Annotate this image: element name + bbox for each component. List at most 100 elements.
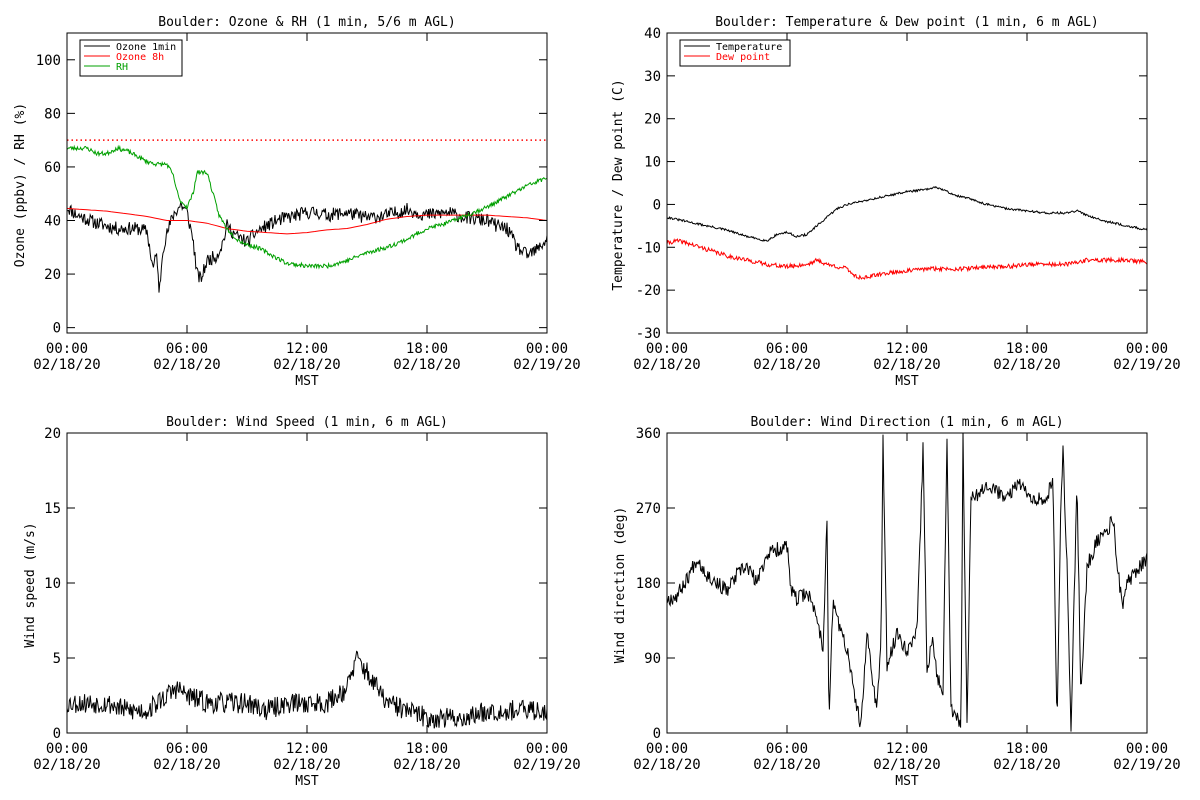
y-tick-label: 15: [44, 501, 61, 517]
x-tick-date: 02/18/20: [633, 757, 700, 773]
y-tick-label: 0: [53, 726, 61, 742]
temp-dew-plot: -30-20-1001020304000:0002/18/2006:0002/1…: [633, 26, 1180, 373]
series-line-2: [67, 144, 547, 270]
y-tick-label: 40: [44, 214, 61, 230]
x-tick-date: 02/18/20: [273, 357, 340, 373]
x-tick-date: 02/18/20: [633, 357, 700, 373]
x-tick-time: 00:00: [1126, 341, 1168, 357]
plot-frame: [666, 32, 1148, 334]
x-tick-time: 00:00: [1126, 741, 1168, 757]
y-tick-label: 60: [44, 160, 61, 176]
y-tick-label: 40: [644, 26, 661, 42]
y-tick-label: -20: [636, 283, 661, 299]
x-tick-date: 02/18/20: [873, 357, 940, 373]
x-tick-time: 12:00: [886, 741, 928, 757]
y-tick-label: 360: [636, 426, 661, 442]
wind-dir-ylabel: Wind direction (deg): [613, 507, 628, 664]
x-tick-date: 02/18/20: [33, 757, 100, 773]
wind-dir-plot: 09018027036000:0002/18/2006:0002/18/2012…: [633, 426, 1180, 773]
y-tick-label: 20: [644, 112, 661, 128]
x-tick-time: 06:00: [766, 341, 808, 357]
wind-speed-title: Boulder: Wind Speed (1 min, 6 m AGL): [166, 415, 448, 430]
x-tick-date: 02/18/20: [993, 757, 1060, 773]
wind-speed-ylabel: Wind speed (m/s): [23, 522, 38, 647]
legend-label: Temperature: [716, 42, 782, 53]
x-tick-time: 12:00: [286, 341, 328, 357]
y-tick-label: -10: [636, 240, 661, 256]
y-tick-label: 30: [644, 69, 661, 85]
x-tick-time: 00:00: [526, 341, 568, 357]
x-tick-time: 18:00: [1006, 341, 1048, 357]
plot-frame: [66, 32, 548, 334]
ozone-rh-xlabel: MST: [295, 374, 319, 389]
y-tick-label: 270: [636, 501, 661, 517]
y-tick-label: 0: [53, 321, 61, 337]
x-tick-date: 02/18/20: [153, 757, 220, 773]
x-tick-date: 02/19/20: [1113, 757, 1180, 773]
y-tick-label: 0: [653, 197, 661, 213]
temp-dew-panel: Boulder: Temperature & Dew point (1 min,…: [611, 15, 1181, 389]
x-tick-date: 02/18/20: [393, 757, 460, 773]
x-tick-date: 02/18/20: [753, 357, 820, 373]
x-tick-date: 02/18/20: [393, 357, 460, 373]
x-tick-time: 06:00: [766, 741, 808, 757]
wind-speed-xlabel: MST: [295, 774, 319, 789]
x-tick-time: 00:00: [46, 741, 88, 757]
x-tick-date: 02/18/20: [273, 757, 340, 773]
wind-dir-title: Boulder: Wind Direction (1 min, 6 m AGL): [750, 415, 1063, 430]
temp-dew-ylabel: Temperature / Dew point (C): [611, 79, 626, 290]
x-tick-time: 18:00: [406, 341, 448, 357]
x-tick-date: 02/18/20: [993, 357, 1060, 373]
y-tick-label: 180: [636, 576, 661, 592]
x-tick-time: 18:00: [1006, 741, 1048, 757]
wind-dir-xlabel: MST: [895, 774, 919, 789]
legend-label: Ozone 1min: [116, 42, 176, 53]
series-line-0: [67, 202, 547, 293]
x-tick-date: 02/19/20: [513, 757, 580, 773]
plot-frame: [66, 432, 548, 734]
ozone-rh-panel: Boulder: Ozone & RH (1 min, 5/6 m AGL) O…: [13, 15, 581, 389]
y-tick-label: 0: [653, 726, 661, 742]
legend-box: [679, 39, 791, 67]
x-tick-date: 02/18/20: [153, 357, 220, 373]
x-tick-date: 02/19/20: [513, 357, 580, 373]
x-tick-date: 02/19/20: [1113, 357, 1180, 373]
series-line-1: [667, 238, 1147, 281]
y-tick-label: 10: [44, 576, 61, 592]
temp-dew-title: Boulder: Temperature & Dew point (1 min,…: [715, 15, 1099, 30]
wind-speed-panel: Boulder: Wind Speed (1 min, 6 m AGL) Win…: [23, 415, 581, 789]
ozone-rh-plot: 02040608010000:0002/18/2006:0002/18/2012…: [33, 32, 581, 373]
x-tick-time: 18:00: [406, 741, 448, 757]
x-tick-date: 02/18/20: [753, 757, 820, 773]
legend-label: RH: [116, 62, 128, 73]
legend-label: Dew point: [716, 52, 770, 63]
x-tick-time: 12:00: [886, 341, 928, 357]
y-tick-label: 80: [44, 106, 61, 122]
ozone-rh-ylabel: Ozone (ppbv) / RH (%): [13, 103, 28, 267]
x-tick-time: 00:00: [646, 741, 688, 757]
x-tick-time: 00:00: [526, 741, 568, 757]
x-tick-date: 02/18/20: [33, 357, 100, 373]
y-tick-label: 90: [644, 651, 661, 667]
series-line-0: [67, 650, 547, 729]
x-tick-time: 12:00: [286, 741, 328, 757]
x-tick-time: 06:00: [166, 741, 208, 757]
series-line-0: [667, 185, 1147, 242]
x-tick-time: 06:00: [166, 341, 208, 357]
y-tick-label: 100: [36, 53, 61, 69]
legend-label: Ozone 8h: [116, 52, 164, 63]
y-tick-label: 10: [644, 155, 661, 171]
y-tick-label: 5: [53, 651, 61, 667]
x-tick-time: 00:00: [46, 341, 88, 357]
temp-dew-xlabel: MST: [895, 374, 919, 389]
x-tick-date: 02/18/20: [873, 757, 940, 773]
wind-speed-plot: 0510152000:0002/18/2006:0002/18/2012:000…: [33, 426, 580, 773]
y-tick-label: -30: [636, 326, 661, 342]
x-tick-time: 00:00: [646, 341, 688, 357]
ozone-rh-title: Boulder: Ozone & RH (1 min, 5/6 m AGL): [158, 15, 455, 30]
series-line-0: [667, 433, 1147, 732]
y-tick-label: 20: [44, 426, 61, 442]
wind-dir-panel: Boulder: Wind Direction (1 min, 6 m AGL)…: [613, 415, 1181, 789]
y-tick-label: 20: [44, 267, 61, 283]
